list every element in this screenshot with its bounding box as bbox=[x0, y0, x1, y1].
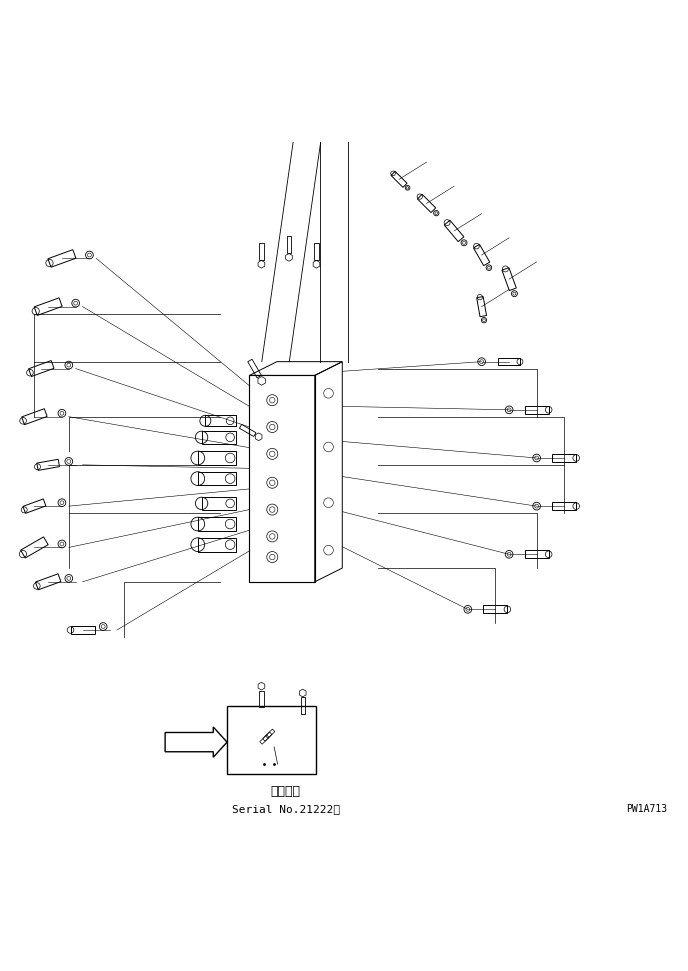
Text: Serial No.21222～: Serial No.21222～ bbox=[232, 804, 339, 814]
Bar bbox=[227, 706, 316, 775]
Text: PW1A713: PW1A713 bbox=[626, 804, 667, 814]
Text: 送用号機: 送用号機 bbox=[270, 786, 301, 798]
